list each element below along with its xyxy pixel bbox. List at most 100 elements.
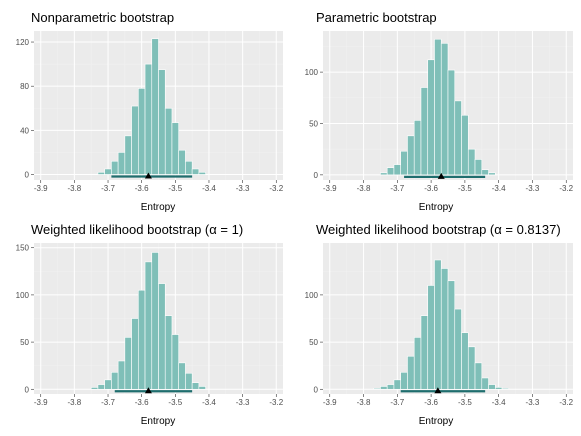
x-tick-label: -3.2 [269, 398, 283, 407]
histogram-bar [380, 172, 388, 176]
histogram-bar [117, 152, 126, 175]
histogram-bar [111, 160, 119, 175]
histogram-bar [164, 107, 173, 175]
histogram-bar [434, 259, 442, 390]
x-axis-label: Entropy [419, 416, 453, 427]
x-tick-label: -3.3 [236, 184, 250, 193]
y-tick-label: 50 [309, 338, 318, 347]
histogram-bar [124, 135, 132, 175]
plot-area: -3.9 -3.8 -3.7 -3.6 -3.5 -3.4 -3.3 -3.2 0 50 100 15… [16, 243, 284, 407]
x-tick-label: -3.4 [492, 398, 506, 407]
histogram-bar [494, 387, 503, 390]
x-tick-label: -3.5 [458, 398, 472, 407]
x-tick-label: -3.4 [202, 184, 216, 193]
y-tick-label: 120 [16, 38, 30, 47]
histogram-bar [185, 160, 193, 175]
panel-title: Nonparametric bootstrap [31, 10, 174, 25]
x-tick-label: -3.7 [390, 184, 404, 193]
y-tick-label: 150 [16, 244, 30, 253]
x-tick-label: -3.7 [101, 184, 115, 193]
histogram-bar [198, 386, 206, 390]
x-axis-label: Entropy [419, 202, 453, 213]
histogram-bar [117, 360, 126, 390]
y-tick-label: 80 [20, 82, 29, 91]
x-axis-label: Entropy [141, 202, 175, 213]
x-tick-label: -3.7 [101, 398, 115, 407]
y-tick-label: 0 [25, 385, 30, 394]
x-tick-label: -3.6 [135, 398, 149, 407]
x-tick-label: -3.9 [323, 398, 337, 407]
histogram-bar [481, 169, 489, 176]
x-tick-label: -3.3 [236, 398, 250, 407]
histogram-bar [407, 135, 415, 176]
x-tick-label: -3.8 [357, 184, 371, 193]
histogram-bar [90, 387, 99, 390]
histogram-bar [427, 285, 435, 390]
y-tick-label: 100 [16, 291, 30, 300]
histogram-bar [488, 172, 496, 176]
histogram-bar [461, 332, 469, 390]
x-tick-label: -3.9 [34, 398, 48, 407]
histogram-bar [373, 388, 381, 390]
histogram-bar [440, 43, 449, 176]
histogram-bar [111, 371, 119, 390]
histogram-bar [151, 252, 159, 390]
x-axis-label: Entropy [141, 416, 175, 427]
histogram-bar [158, 69, 166, 175]
histogram-bar [447, 280, 456, 390]
x-tick-label: -3.4 [202, 398, 216, 407]
x-tick-label: -3.9 [323, 184, 337, 193]
histogram-bar [131, 318, 139, 390]
histogram-bar [440, 268, 449, 390]
x-tick-label: -3.6 [424, 184, 438, 193]
histogram-bar [380, 386, 388, 390]
x-tick-label: -3.5 [168, 184, 182, 193]
x-tick-label: -3.8 [67, 184, 81, 193]
y-tick-label: 50 [20, 338, 29, 347]
histogram-bar [144, 63, 153, 175]
x-tick-label: -3.8 [357, 398, 371, 407]
histogram-bar [474, 159, 483, 176]
x-tick-label: -3.2 [559, 184, 573, 193]
x-tick-label: -3.2 [559, 398, 573, 407]
point-estimate-marker [144, 387, 152, 394]
x-tick-label: -3.6 [424, 398, 438, 407]
histogram-bar [407, 355, 415, 390]
y-tick-label: 40 [20, 126, 29, 135]
point-estimate-marker [144, 172, 152, 179]
point-estimate-marker [434, 387, 442, 394]
y-tick-label: 0 [25, 170, 30, 179]
histogram-bar [138, 289, 146, 390]
histogram-bar [474, 362, 483, 390]
x-tick-label: -3.3 [526, 398, 540, 407]
histogram-bar [198, 171, 206, 175]
histogram-bar [501, 388, 510, 390]
y-tick-label: 50 [309, 119, 318, 128]
histogram-bar [138, 88, 146, 175]
histogram-bar [131, 105, 139, 175]
histogram-bar [461, 114, 469, 176]
histogram-bar [393, 379, 402, 390]
histogram-bar [427, 59, 435, 176]
histogram-bar [467, 148, 476, 176]
histogram-bar [144, 261, 153, 390]
histogram-bar [97, 171, 105, 175]
histogram-bar [413, 337, 422, 390]
panel-title: Parametric bootstrap [316, 10, 437, 25]
x-tick-label: -3.9 [34, 184, 48, 193]
histogram-bar [124, 337, 132, 390]
histogram-bar [178, 362, 186, 390]
plot-area: -3.9 -3.8 -3.7 -3.6 -3.5 -3.4 -3.3 -3.2 0 50 100 [305, 243, 574, 407]
histogram-bar [413, 120, 422, 176]
histogram-bar [191, 382, 200, 390]
histogram-bar [386, 167, 395, 176]
histogram-bar [104, 168, 112, 175]
x-tick-label: -3.2 [269, 184, 283, 193]
histogram-bar [434, 38, 442, 176]
histogram-bar [185, 372, 193, 390]
panel-weighted-likelihood-alpha-1: Weighted likelihood bootstrap (α = 1) -3… [16, 222, 284, 427]
histogram-bar [454, 308, 462, 390]
histogram-bar [97, 384, 105, 390]
histogram-bar [158, 283, 166, 390]
